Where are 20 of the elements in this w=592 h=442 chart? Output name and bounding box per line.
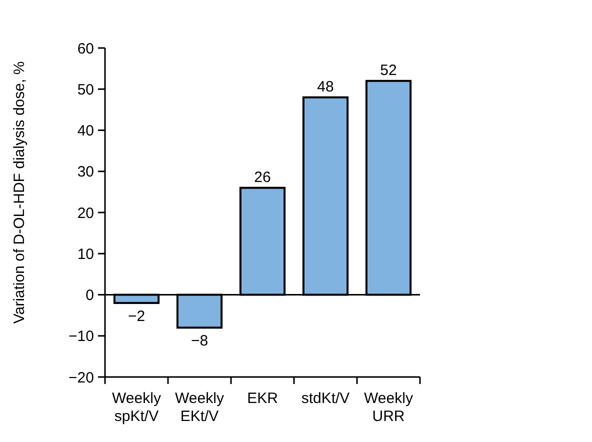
data-label: 52 xyxy=(380,62,397,79)
y-tick-label: 0 xyxy=(86,287,94,304)
data-label: 48 xyxy=(317,78,334,96)
x-tick-label: Weekly spKt/V xyxy=(112,390,162,425)
y-tick-label: 40 xyxy=(77,122,94,140)
x-tick-label: Weekly EKt/V xyxy=(175,390,224,425)
y-tick-label: 30 xyxy=(77,164,94,181)
y-tick-label: 20 xyxy=(77,204,94,222)
x-tick-label: EKR xyxy=(247,390,278,407)
y-tick-label: 50 xyxy=(77,81,94,98)
y-tick-label: 60 xyxy=(77,40,94,58)
x-tick-label: Weekly URR xyxy=(364,390,414,425)
y-tick-label: −20 xyxy=(68,369,94,386)
data-label: −2 xyxy=(128,308,146,325)
data-label: −8 xyxy=(190,332,208,350)
y-tick-label: −10 xyxy=(68,328,94,346)
data-label: 26 xyxy=(254,168,271,186)
x-tick-label: stdKt/V xyxy=(301,390,350,407)
y-tick-label: 10 xyxy=(77,246,94,263)
y-axis-title: Variation of D-OL-HDF dialysis dose, % xyxy=(11,61,28,324)
